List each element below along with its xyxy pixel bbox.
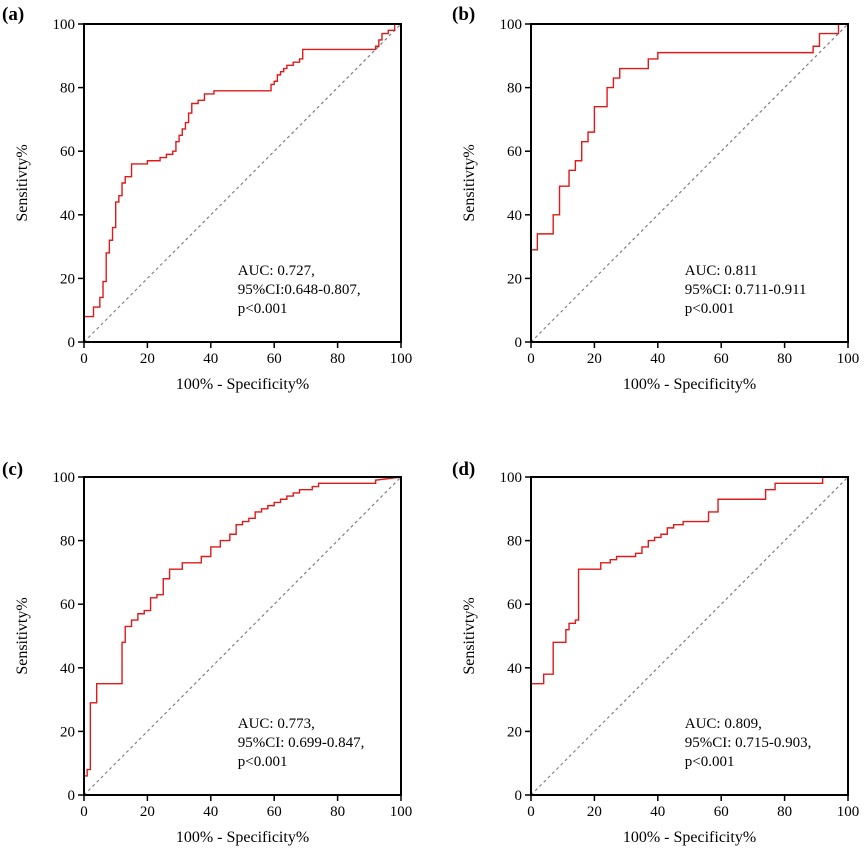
x-tick-label: 80 <box>330 804 345 820</box>
x-tick-label: 0 <box>527 351 535 367</box>
reference-diagonal-line <box>530 476 849 796</box>
y-tick-label: 60 <box>507 597 522 613</box>
plot-frame <box>530 23 849 343</box>
reference-diagonal-line <box>83 476 402 796</box>
panel-label: (a) <box>2 4 24 25</box>
y-tick-label: 20 <box>507 271 522 287</box>
y-tick-label: 60 <box>507 144 522 160</box>
roc-panel-3: (d) 0 20 40 60 80 100 0 20 40 60 80 100 100% - Specif… <box>452 459 859 846</box>
auc-annotation-line: p<0.001 <box>238 754 288 770</box>
x-tick-label: 20 <box>587 804 602 820</box>
y-tick-label: 40 <box>60 208 75 224</box>
y-tick-label: 100 <box>53 470 76 486</box>
roc-curve-line <box>83 23 401 342</box>
y-tick-label: 80 <box>60 534 75 550</box>
x-tick-label: 60 <box>267 351 282 367</box>
x-tick-label: 20 <box>587 351 602 367</box>
roc-curve-line <box>530 23 848 342</box>
x-tick-label: 0 <box>527 804 535 820</box>
x-tick-label: 60 <box>267 804 282 820</box>
x-tick-label: 40 <box>650 351 665 367</box>
plot-frame <box>83 476 402 796</box>
x-tick-label: 0 <box>80 351 88 367</box>
y-tick-label: 20 <box>60 271 75 287</box>
x-tick-label: 60 <box>714 804 729 820</box>
y-axis-title: Sensitivty% <box>461 597 478 674</box>
y-tick-label: 60 <box>60 144 75 160</box>
roc-panel-2: (c) 0 20 40 60 80 100 0 20 40 60 80 100 100% - Specif… <box>2 459 412 846</box>
y-tick-label: 80 <box>507 534 522 550</box>
reference-diagonal-line <box>83 23 402 343</box>
x-tick-label: 20 <box>140 804 155 820</box>
x-tick-label: 40 <box>203 351 218 367</box>
y-tick-label: 60 <box>60 597 75 613</box>
x-axis-title: 100% - Specificity% <box>176 829 309 846</box>
y-axis-title: Sensitivty% <box>461 144 478 221</box>
y-tick-label: 100 <box>53 17 76 33</box>
plot-frame <box>530 476 849 796</box>
auc-annotation-line: AUC: 0.811 <box>685 263 758 279</box>
y-tick-label: 40 <box>60 661 75 677</box>
y-axis-title: Sensitivty% <box>14 144 31 221</box>
y-tick-label: 0 <box>515 335 523 351</box>
x-tick-label: 100 <box>837 351 860 367</box>
x-tick-label: 80 <box>777 351 792 367</box>
y-tick-label: 0 <box>68 335 76 351</box>
x-tick-label: 40 <box>203 804 218 820</box>
y-axis-title: Sensitivty% <box>14 597 31 674</box>
plot-frame <box>83 23 402 343</box>
auc-annotation-line: p<0.001 <box>238 301 288 317</box>
x-tick-label: 40 <box>650 804 665 820</box>
roc-curve-line <box>530 476 848 795</box>
panel-label: (c) <box>2 459 23 480</box>
y-tick-label: 20 <box>507 724 522 740</box>
x-tick-label: 100 <box>837 804 860 820</box>
y-tick-label: 80 <box>507 81 522 97</box>
panel-label: (b) <box>452 4 475 25</box>
y-tick-label: 0 <box>515 788 523 804</box>
x-tick-label: 80 <box>330 351 345 367</box>
auc-annotation-line: AUC: 0.773, <box>238 716 315 732</box>
auc-annotation-line: AUC: 0.727, <box>238 263 315 279</box>
auc-annotation-line: 95%CI:0.648-0.807, <box>238 282 361 298</box>
y-tick-label: 80 <box>60 81 75 97</box>
y-tick-label: 100 <box>500 17 523 33</box>
reference-diagonal-line <box>530 23 849 343</box>
y-tick-label: 40 <box>507 661 522 677</box>
x-tick-label: 100 <box>390 351 413 367</box>
x-tick-label: 60 <box>714 351 729 367</box>
y-tick-label: 100 <box>500 470 523 486</box>
auc-annotation-line: 95%CI: 0.711-0.911 <box>685 282 807 298</box>
panel-label: (d) <box>452 459 475 480</box>
x-tick-label: 80 <box>777 804 792 820</box>
x-tick-label: 100 <box>390 804 413 820</box>
y-tick-label: 40 <box>507 208 522 224</box>
auc-annotation-line: p<0.001 <box>685 301 735 317</box>
roc-panel-1: (b) 0 20 40 60 80 100 0 20 40 60 80 100 100% - Specif… <box>452 4 859 393</box>
x-axis-title: 100% - Specificity% <box>623 829 756 846</box>
x-axis-title: 100% - Specificity% <box>176 376 309 393</box>
y-tick-label: 0 <box>68 788 76 804</box>
roc-panel-0: (a) 0 20 40 60 80 100 0 20 40 60 80 100 100% - Specif… <box>2 4 412 393</box>
auc-annotation-line: p<0.001 <box>685 754 735 770</box>
y-tick-label: 20 <box>60 724 75 740</box>
auc-annotation-line: 95%CI: 0.699-0.847, <box>238 735 365 751</box>
auc-annotation-line: AUC: 0.809, <box>685 716 762 732</box>
x-tick-label: 0 <box>80 804 88 820</box>
x-tick-label: 20 <box>140 351 155 367</box>
x-axis-title: 100% - Specificity% <box>623 376 756 393</box>
auc-annotation-line: 95%CI: 0.715-0.903, <box>685 735 812 751</box>
roc-curve-line <box>83 476 402 795</box>
